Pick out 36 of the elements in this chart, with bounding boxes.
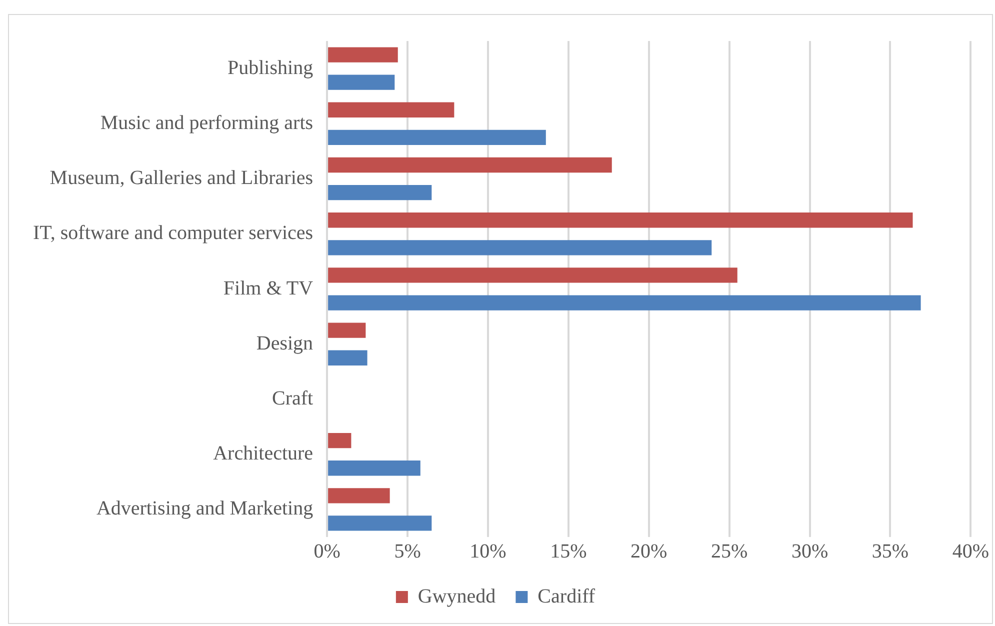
bar [328,47,398,62]
y-tick-label: Museum, Galleries and Libraries [50,167,314,190]
bar [328,130,546,146]
x-tick-label: 35% [872,540,909,562]
y-tick-label: Architecture [213,442,314,465]
y-tick-label: IT, software and computer services [32,222,314,244]
bar [328,268,738,283]
bar [328,74,395,90]
bar [328,432,352,448]
bar [328,240,712,256]
bar [328,212,913,228]
y-tick-label: Film & TV [223,277,314,300]
legend-label: Cardiff [538,585,596,608]
y-tick-label: Advertising and Marketing [96,498,314,520]
x-tick-label: 5% [394,540,421,562]
bar [328,488,390,504]
x-tick-label: 10% [470,540,506,562]
bar [328,184,432,200]
x-tick-label: 25% [710,540,748,562]
y-tick-label: Publishing [227,56,314,79]
legend-label: Gwynedd [418,585,496,608]
x-tick-label: 15% [550,540,587,562]
bar [328,350,368,366]
bar [328,516,432,531]
bar [328,157,612,173]
bar [328,295,921,310]
y-tick-label: Craft [272,387,314,410]
x-tick-label: 0% [314,540,340,562]
x-tick-label: 20% [630,540,668,562]
x-tick-label: 30% [791,540,828,562]
y-tick-label: Design [256,332,314,354]
y-tick-label: Music and performing arts [100,112,314,134]
x-tick-label: 40% [952,540,990,562]
bar [328,460,420,476]
bar [328,102,454,118]
bar [328,322,366,338]
